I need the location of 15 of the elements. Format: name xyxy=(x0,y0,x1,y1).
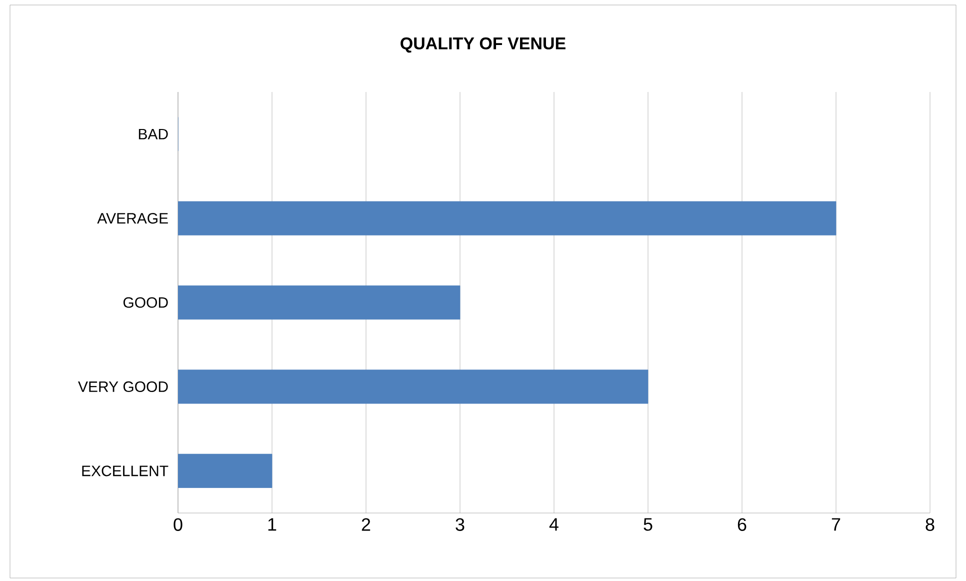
chart-title: QUALITY OF VENUE xyxy=(400,37,566,53)
y-tick-label: AVERAGE xyxy=(97,212,168,224)
x-tick-label: 0 xyxy=(174,518,182,531)
x-tick-label: 6 xyxy=(738,518,746,531)
x-tick-label: 8 xyxy=(926,518,934,531)
x-tick-label: 2 xyxy=(362,518,370,531)
y-tick-label: BAD xyxy=(138,128,168,140)
y-tick-label: VERY GOOD xyxy=(78,381,168,392)
x-tick-label: 1 xyxy=(268,518,276,531)
x-tick-label: 4 xyxy=(549,518,558,531)
x-tick-label: 5 xyxy=(644,518,652,531)
x-tick-label: 3 xyxy=(456,518,464,531)
y-tick-label: EXCELLENT xyxy=(82,466,168,476)
x-tick-label: 7 xyxy=(832,518,840,531)
y-tick-label: GOOD xyxy=(123,297,168,308)
